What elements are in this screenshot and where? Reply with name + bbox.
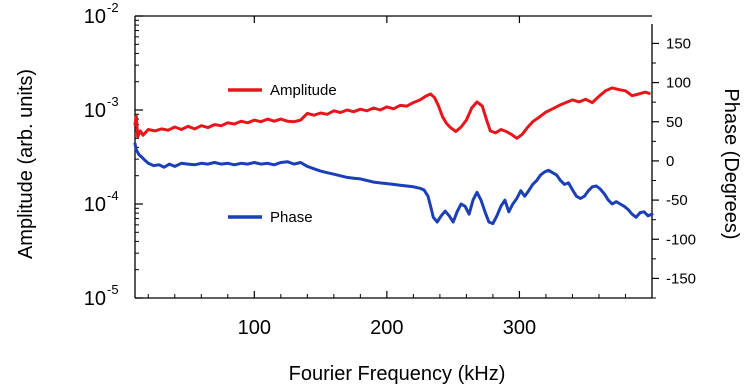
series-line-amplitude [133, 86, 651, 140]
series-lines [133, 86, 654, 226]
right-tick-label: -50 [666, 192, 688, 209]
plot-frame [134, 15, 653, 299]
left-tick-label: 10 [84, 6, 106, 28]
x-tick-label: 100 [238, 317, 271, 339]
left-tick-exponent: -5 [107, 282, 119, 297]
legend: Amplitude Phase [228, 82, 337, 226]
x-tick-label: 300 [503, 317, 536, 339]
left-tick-label: 10 [84, 100, 106, 122]
legend-label-amplitude: Amplitude [270, 82, 337, 99]
right-tick-label: -100 [666, 231, 696, 248]
right-tick-label: 0 [666, 153, 674, 170]
left-tick-label: 10 [84, 288, 106, 310]
right-tick-label: -150 [666, 270, 696, 287]
left-tick-exponent: -3 [107, 94, 119, 109]
x-axis-title: Fourier Frequency (kHz) [289, 363, 506, 385]
left-tick-label: 10 [84, 194, 106, 216]
right-y-axis-title: Phase (Degrees) [720, 88, 742, 239]
series-line-phase [133, 142, 654, 226]
left-tick-exponent: -2 [107, 0, 119, 15]
x-axis: 100 200 300 [147, 16, 626, 339]
left-y-axis: 10-510-410-310-2 [84, 0, 143, 310]
right-tick-label: 100 [666, 75, 691, 92]
right-tick-label: 50 [666, 114, 683, 131]
left-tick-exponent: -4 [107, 188, 119, 203]
left-y-axis-title: Amplitude (arb. units) [15, 69, 37, 259]
x-tick-label: 200 [370, 317, 403, 339]
right-tick-label: 150 [666, 35, 691, 52]
right-y-axis: 150 100 50 0 -50 -100 -150 [652, 35, 696, 299]
legend-label-phase: Phase [270, 209, 313, 226]
